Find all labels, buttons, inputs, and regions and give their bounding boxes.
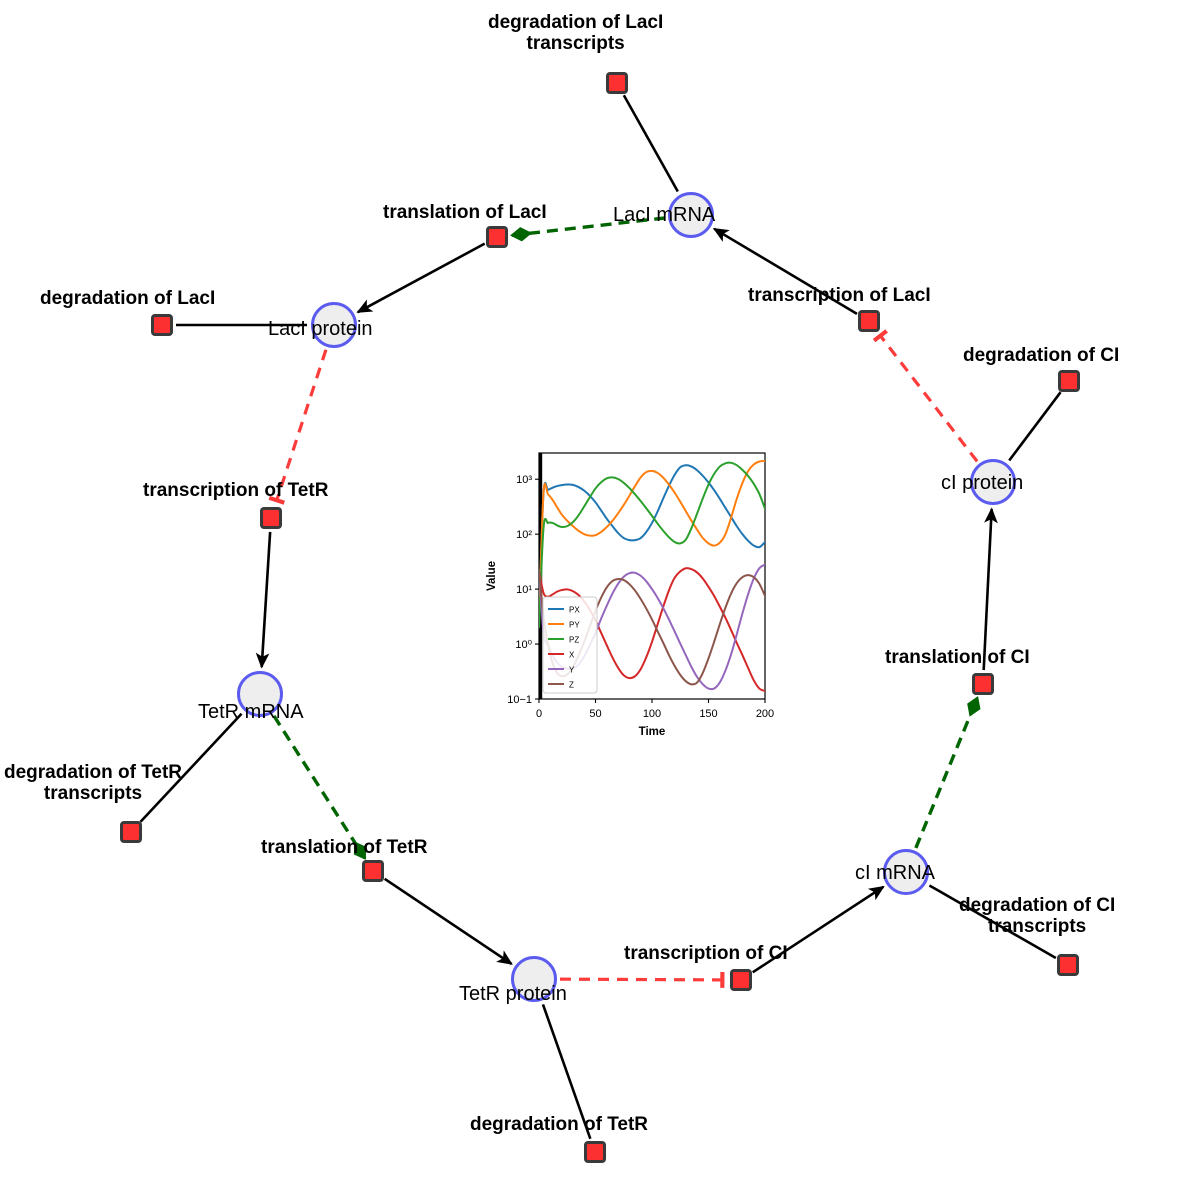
- reaction-label-transl_laci: translation of LacI: [383, 202, 547, 223]
- species-node-ci_mrna[interactable]: [883, 849, 929, 895]
- reaction-node-deg_laci[interactable]: [151, 314, 173, 336]
- chart-legend-label-PZ: PZ: [569, 636, 579, 645]
- species-label-tetr_protein: TetR protein: [459, 983, 567, 1005]
- species-label-laci_protein: LacI protein: [268, 318, 373, 340]
- chart-series-PZ: [539, 461, 765, 629]
- species-node-laci_mrna[interactable]: [668, 192, 714, 238]
- edge-laci_mrna-to-transl_laci: [510, 216, 666, 242]
- chart-ylabel: Value: [486, 561, 498, 591]
- chart-legend: PX PY PZ XYZ: [542, 596, 598, 694]
- species-label-tetr_mrna: TetR mRNA: [198, 701, 304, 723]
- edge-deg_tetr-to-tetr_protein: [541, 1004, 592, 1140]
- inset-simulation-chart: 10−1 10⁰ 10¹ 10² 10³ 0 50 100 150 200 Time Value PX P…: [477, 441, 777, 756]
- reaction-node-transcr_laci[interactable]: [858, 310, 880, 332]
- species-node-tetr_mrna[interactable]: [237, 671, 283, 717]
- edge-deg_ci-to-ci_protein: [1008, 391, 1062, 462]
- edge-ci_protein-to-transcr_laci: [872, 329, 979, 463]
- species-label-ci_mrna: cI mRNA: [855, 862, 935, 884]
- chart-series-PX: [539, 464, 765, 619]
- reaction-label-transcr_ci: transcription of CI: [624, 943, 788, 964]
- reaction-node-deg_tetr_transcripts[interactable]: [120, 821, 142, 843]
- edge-deg_laci_transcripts-to-laci_mrna: [622, 94, 679, 193]
- chart-xtick-label: 200: [756, 708, 774, 720]
- reaction-node-transl_ci[interactable]: [972, 673, 994, 695]
- edge-laci_protein-to-transcr_tetr: [268, 349, 328, 505]
- edge-transl_ci-to-ci_protein: [982, 507, 998, 671]
- reaction-label-deg_ci: degradation of CI: [963, 345, 1120, 366]
- edge-transcr_tetr-to-tetr_mrna: [255, 531, 272, 669]
- chart-legend-label-PY: PY: [569, 621, 580, 630]
- reaction-node-deg_tetr[interactable]: [584, 1141, 606, 1163]
- reaction-node-transl_laci[interactable]: [486, 226, 508, 248]
- edge-deg_tetr_transcripts-to-tetr_mrna: [139, 712, 243, 823]
- reaction-label-transl_tetr: translation of TetR: [261, 837, 428, 858]
- chart-xtick-label: 100: [643, 708, 661, 720]
- species-label-ci_protein: cI protein: [941, 472, 1024, 494]
- reaction-node-deg_ci[interactable]: [1058, 370, 1080, 392]
- chart-legend-label-X: X: [569, 651, 575, 660]
- reaction-label-transl_ci: translation of CI: [885, 647, 1030, 668]
- chart-xlabel: Time: [639, 726, 666, 738]
- chart-ytick-label: 10¹: [516, 584, 532, 596]
- reaction-label-deg_ci_transcripts: degradation of CI transcripts: [959, 895, 1116, 938]
- species-label-laci_mrna: LacI mRNA: [613, 204, 716, 226]
- chart-ytick-label: 10⁰: [515, 639, 532, 651]
- chart-xtick-label: 50: [589, 708, 601, 720]
- reaction-node-transcr_tetr[interactable]: [260, 507, 282, 529]
- species-node-laci_protein[interactable]: [311, 302, 357, 348]
- reaction-node-transcr_ci[interactable]: [730, 969, 752, 991]
- chart-series-X: [539, 567, 765, 692]
- edge-tetr_protein-to-transcr_ci: [559, 971, 725, 988]
- edge-ci_mrna-to-transl_ci: [914, 696, 981, 849]
- chart-ytick-label: 10²: [516, 529, 532, 541]
- edge-deg_ci_transcripts-to-ci_mrna: [928, 884, 1057, 960]
- chart-xtick-label: 150: [699, 708, 717, 720]
- reaction-label-transcr_laci: transcription of LacI: [748, 285, 931, 306]
- reaction-label-transcr_tetr: transcription of TetR: [143, 480, 329, 501]
- reaction-node-deg_laci_transcripts[interactable]: [606, 72, 628, 94]
- chart-ytick-label: 10−1: [507, 694, 532, 706]
- chart-legend-label-PX: PX: [569, 606, 580, 615]
- reaction-label-deg_tetr_transcripts: degradation of TetR transcripts: [4, 762, 183, 805]
- edge-transcr_laci-to-laci_mrna: [712, 227, 858, 315]
- chart-legend-label-Y: Y: [569, 666, 575, 675]
- reaction-node-deg_ci_transcripts[interactable]: [1057, 954, 1079, 976]
- edge-tetr_mrna-to-transl_tetr: [272, 715, 367, 860]
- edge-transl_laci-to-laci_protein: [356, 242, 486, 314]
- species-node-tetr_protein[interactable]: [511, 956, 557, 1002]
- reaction-label-deg_laci_transcripts: degradation of LacI transcripts: [488, 12, 664, 55]
- chart-xtick-label: 0: [536, 708, 542, 720]
- reaction-label-deg_tetr: degradation of TetR: [470, 1114, 649, 1135]
- species-node-ci_protein[interactable]: [970, 459, 1016, 505]
- chart-ytick-label: 10³: [516, 474, 532, 486]
- edge-transcr_ci-to-ci_mrna: [752, 885, 885, 974]
- chart-legend-label-Z: Z: [569, 681, 574, 690]
- reaction-label-deg_laci: degradation of LacI: [40, 288, 216, 309]
- reaction-node-transl_tetr[interactable]: [362, 860, 384, 882]
- edge-transl_tetr-to-tetr_protein: [383, 877, 513, 966]
